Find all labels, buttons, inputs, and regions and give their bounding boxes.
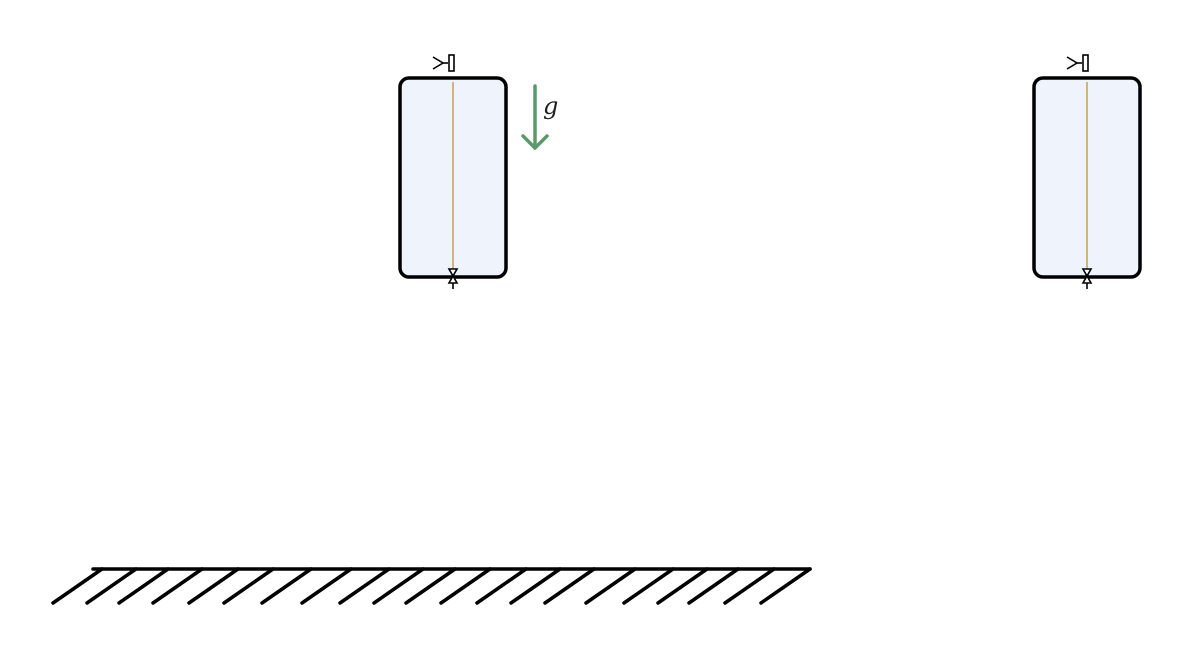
- ground-hatch-mark: [475, 567, 528, 605]
- gravity-label: g: [543, 92, 558, 120]
- gravity-arrow-head-icon: [521, 134, 549, 150]
- ground-hatch-mark: [222, 567, 275, 605]
- ground-hatch-mark: [656, 567, 709, 605]
- ground-hatch-mark: [584, 567, 637, 605]
- ground-hatch-mark: [687, 567, 740, 605]
- left-tank-outlet-valve-icon: [447, 268, 459, 289]
- right-tank: [1032, 54, 1142, 289]
- ground-hatch-mark: [723, 567, 776, 605]
- ground-hatch-mark: [404, 567, 457, 605]
- left-tank: [398, 54, 508, 289]
- ground-hatch-mark: [543, 567, 596, 605]
- ground-hatching: [51, 567, 812, 605]
- ground-hatch-mark: [300, 567, 353, 605]
- ground-hatch-mark: [187, 567, 240, 605]
- ground-hatch-mark: [372, 567, 425, 605]
- ground-hatch-mark: [260, 567, 313, 605]
- ground-hatch-mark: [759, 567, 812, 605]
- ground-hatch-mark: [151, 567, 204, 605]
- ground-hatch-mark: [439, 567, 492, 605]
- ground-hatch-mark: [338, 567, 391, 605]
- ground-hatch-marks: [51, 567, 812, 605]
- ground-hatch-mark: [509, 567, 562, 605]
- right-tank-outlet-valve-icon: [1081, 268, 1093, 289]
- gravity-arrow: g: [521, 84, 558, 150]
- ground-hatch-mark: [85, 567, 138, 605]
- ground-hatch-mark: [51, 567, 104, 605]
- right-tank-inlet-valve-icon: [1066, 54, 1089, 72]
- ground-hatch-mark: [622, 567, 675, 605]
- ground-hatch-mark: [117, 567, 170, 605]
- left-tank-inlet-valve-icon: [432, 54, 455, 72]
